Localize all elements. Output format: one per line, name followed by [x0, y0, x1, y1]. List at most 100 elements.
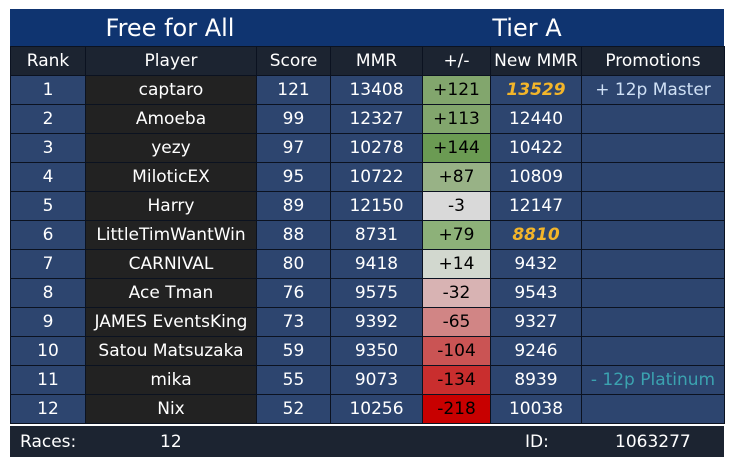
score-cell: 97	[256, 133, 331, 163]
player-cell: mika	[85, 365, 257, 395]
table-row: 10 Satou Matsuzaka 59 9350 -104 9246	[10, 336, 725, 366]
rank-cell: 5	[10, 191, 86, 221]
delta-cell: -134	[422, 365, 491, 395]
score-cell: 76	[256, 278, 331, 308]
promotion-cell	[581, 336, 725, 366]
score-cell: 99	[256, 104, 331, 134]
mmr-header: MMR	[330, 46, 423, 76]
delta-cell: -218	[422, 394, 491, 424]
delta-cell: +113	[422, 104, 491, 134]
promotion-cell	[581, 249, 725, 279]
rank-cell: 4	[10, 162, 86, 192]
player-cell: MiloticEX	[85, 162, 257, 192]
player-cell: LittleTimWantWin	[85, 220, 257, 250]
mmr-cell: 9350	[330, 336, 423, 366]
mmr-cell: 10256	[330, 394, 423, 424]
delta-cell: +87	[422, 162, 491, 192]
new-mmr-cell: 10809	[490, 162, 582, 192]
rank-cell: 1	[10, 75, 86, 105]
rank-cell: 9	[10, 307, 86, 337]
player-cell: Harry	[85, 191, 257, 221]
score-cell: 121	[256, 75, 331, 105]
player-cell: Satou Matsuzaka	[85, 336, 257, 366]
delta-cell: -65	[422, 307, 491, 337]
table-row: 7 CARNIVAL 80 9418 +14 9432	[10, 249, 725, 279]
score-cell: 89	[256, 191, 331, 221]
player-header: Player	[85, 46, 257, 76]
table-row: 5 Harry 89 12150 -3 12147	[10, 191, 725, 221]
delta-cell: +14	[422, 249, 491, 279]
player-cell: JAMES EventsKing	[85, 307, 257, 337]
mmr-cell: 12327	[330, 104, 423, 134]
mmr-cell: 12150	[330, 191, 423, 221]
mmr-cell: 13408	[330, 75, 423, 105]
table-row: 4 MiloticEX 95 10722 +87 10809	[10, 162, 725, 192]
delta-cell: +144	[422, 133, 491, 163]
table-row: 9 JAMES EventsKing 73 9392 -65 9327	[10, 307, 725, 337]
id-value: 1063277	[615, 432, 691, 452]
table-row: 6 LittleTimWantWin 88 8731 +79 8810	[10, 220, 725, 250]
new-mmr-header: New MMR	[490, 46, 582, 76]
score-cell: 95	[256, 162, 331, 192]
new-mmr-cell: 9327	[490, 307, 582, 337]
mmr-cell: 9392	[330, 307, 423, 337]
table-row: 12 Nix 52 10256 -218 10038	[10, 394, 725, 424]
score-cell: 80	[256, 249, 331, 279]
promotion-cell	[581, 278, 725, 308]
new-mmr-cell: 9432	[490, 249, 582, 279]
mmr-cell: 9418	[330, 249, 423, 279]
mmr-cell: 10278	[330, 133, 423, 163]
mmr-cell: 9575	[330, 278, 423, 308]
score-header: Score	[256, 46, 331, 76]
rank-cell: 7	[10, 249, 86, 279]
mmr-cell: 10722	[330, 162, 423, 192]
promotion-cell	[581, 307, 725, 337]
tier-title: Tier A	[330, 9, 724, 46]
new-mmr-cell: 8810	[490, 220, 582, 250]
new-mmr-cell: 9543	[490, 278, 582, 308]
races-value: 12	[160, 432, 182, 452]
promotion-cell	[581, 191, 725, 221]
delta-cell: -32	[422, 278, 491, 308]
delta-cell: +79	[422, 220, 491, 250]
races-label: Races:	[20, 432, 77, 452]
new-mmr-cell: 9246	[490, 336, 582, 366]
player-cell: yezy	[85, 133, 257, 163]
promotion-cell: - 12p Platinum	[581, 365, 725, 395]
score-cell: 55	[256, 365, 331, 395]
results-table: Rank Player Score MMR +/- New MMR Promot…	[10, 46, 725, 424]
promotion-cell	[581, 220, 725, 250]
mmr-cell: 8731	[330, 220, 423, 250]
rank-cell: 8	[10, 278, 86, 308]
table-row: 2 Amoeba 99 12327 +113 12440	[10, 104, 725, 134]
rank-cell: 11	[10, 365, 86, 395]
table-row: 3 yezy 97 10278 +144 10422	[10, 133, 725, 163]
rank-cell: 12	[10, 394, 86, 424]
rank-cell: 2	[10, 104, 86, 134]
results-card: Free for All Tier A Rank Player Score MM…	[10, 9, 725, 457]
delta-header: +/-	[422, 46, 491, 76]
player-cell: CARNIVAL	[85, 249, 257, 279]
player-cell: Ace Tman	[85, 278, 257, 308]
promotion-cell: + 12p Master	[581, 75, 725, 105]
new-mmr-cell: 13529	[490, 75, 582, 105]
rank-cell: 3	[10, 133, 86, 163]
new-mmr-cell: 10038	[490, 394, 582, 424]
promotion-cell	[581, 104, 725, 134]
delta-cell: +121	[422, 75, 491, 105]
rank-cell: 6	[10, 220, 86, 250]
delta-cell: -104	[422, 336, 491, 366]
table-row: 8 Ace Tman 76 9575 -32 9543	[10, 278, 725, 308]
id-label: ID:	[525, 432, 549, 452]
player-cell: Amoeba	[85, 104, 257, 134]
score-cell: 88	[256, 220, 331, 250]
footer-bar: Races: 12 ID: 1063277	[10, 426, 724, 457]
promotion-cell	[581, 394, 725, 424]
rank-cell: 10	[10, 336, 86, 366]
table-row: 1 captaro 121 13408 +121 13529 + 12p Master	[10, 75, 725, 105]
promotion-cell	[581, 133, 725, 163]
mmr-cell: 9073	[330, 365, 423, 395]
promotion-cell	[581, 162, 725, 192]
score-cell: 59	[256, 336, 331, 366]
rank-header: Rank	[10, 46, 86, 76]
